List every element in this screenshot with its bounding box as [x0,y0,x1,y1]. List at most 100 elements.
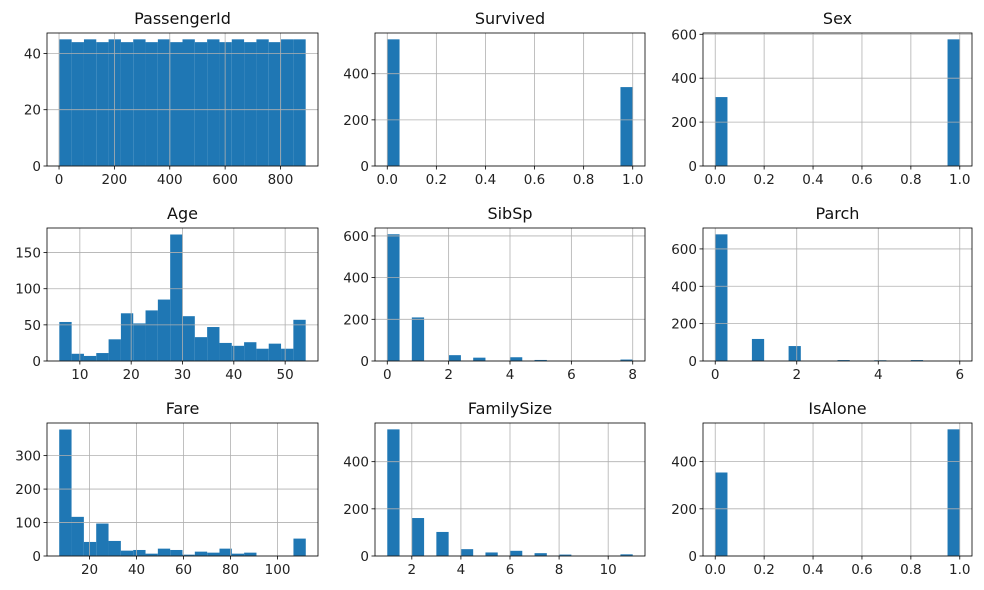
histogram-bar [157,548,171,556]
histogram-bar [947,39,960,167]
histogram-bar [145,42,158,166]
y-tick-label: 400 [671,455,697,471]
histogram-bar [751,338,765,361]
histogram-bar [207,39,220,167]
histogram-panel-sex: 0.0 0.2 0.4 0.6 0.8 1.0 0 200 400 600 Sex [671,9,973,188]
axes-frame [702,32,973,167]
x-tick-label: 0.2 [426,172,447,188]
histogram-bar [133,323,146,361]
axes-frame [46,422,319,557]
histogram-bar [473,357,486,361]
panel-title: SibSp [487,204,532,223]
histogram-bar [534,359,547,361]
panel-title: FamilySize [468,399,552,418]
histogram-bar [83,541,97,556]
y-tick-label: 200 [343,312,369,328]
histogram-bar [788,346,801,361]
histogram-bar [837,360,850,361]
histogram-bar [947,429,960,556]
histogram-bar [133,39,146,167]
x-tick-label: 10 [71,367,88,383]
axes-frame [702,227,973,362]
histogram-bar [96,353,109,361]
histogram-bar [182,316,195,361]
y-tick-label: 200 [671,502,697,518]
x-tick-label: 0 [711,367,720,383]
panel-title: Survived [475,9,545,28]
x-tick-label: 0.6 [851,562,872,578]
histogram-bar [71,353,84,361]
y-tick-label: 0 [360,159,369,175]
y-tick-label: 0 [32,159,41,175]
y-tick-label: 0 [32,549,41,565]
x-tick-label: 1.0 [949,172,970,188]
histogram-bar [170,42,183,166]
histogram-panel-passengerid: 0 200 400 600 800 0 20 40 PassengerId [24,9,319,188]
x-tick-label: 1.0 [622,172,643,188]
y-tick-label: 40 [24,46,41,62]
x-tick-label: 0.6 [524,172,545,188]
histogram-bar [145,310,158,361]
histogram-bar [244,552,257,556]
histogram-bar [268,343,282,361]
histogram-bar [194,551,208,556]
y-tick-label: 200 [15,482,41,498]
histogram-bar [83,355,97,361]
histogram-bar [387,429,400,556]
x-tick-label: 50 [277,367,294,383]
histogram-panel-sibsp: 0 2 4 6 8 0 200 400 600 SibSp [343,204,646,383]
panel-title: Age [167,204,198,223]
x-tick-label: 0.2 [753,172,774,188]
histogram-panel-isalone: 0.0 0.2 0.4 0.6 0.8 1.0 0 200 400 IsAlone [671,399,973,578]
x-tick-label: 0.2 [753,562,774,578]
y-tick-label: 100 [15,516,41,532]
y-tick-label: 0 [688,549,697,565]
x-tick-label: 600 [212,172,238,188]
y-tick-label: 600 [343,229,369,245]
y-tick-label: 400 [343,455,369,471]
histogram-bar [293,538,306,556]
x-tick-label: 0.8 [900,172,921,188]
x-tick-label: 1.0 [949,562,970,578]
histogram-bar [281,39,294,167]
histogram-bar [436,531,449,556]
histogram-bar [620,87,633,166]
axes-frame [374,32,646,167]
x-tick-label: 0.8 [900,562,921,578]
axes-frame [46,32,319,167]
histogram-bar [71,516,84,556]
y-tick-label: 150 [15,246,41,262]
y-tick-label: 0 [688,354,697,370]
histogram-bar [194,337,208,361]
y-tick-label: 20 [24,103,41,119]
y-tick-label: 0 [360,549,369,565]
histogram-bar [59,429,72,556]
histogram-bar [411,317,425,361]
histogram-bar [448,355,461,361]
x-tick-label: 8 [628,367,637,383]
histogram-bar [96,42,109,166]
axes-frame [702,422,973,557]
y-tick-label: 400 [343,271,369,287]
panel-title: IsAlone [808,399,866,418]
y-tick-label: 0 [360,354,369,370]
histogram-bar [293,39,306,167]
histogram-bar [559,554,572,556]
histogram-bar [120,550,134,556]
histogram-bar [170,549,183,556]
x-tick-label: 0.0 [377,172,398,188]
histogram-bar [244,42,257,166]
histogram-bar [157,299,171,361]
histogram-bar [133,549,146,556]
histogram-bar [231,553,245,556]
histogram-panel-survived: 0.0 0.2 0.4 0.6 0.8 1.0 0 200 400 Survived [343,9,646,188]
x-tick-label: 0.4 [802,172,823,188]
histogram-bar [59,321,72,361]
histogram-bar [71,42,84,166]
histogram-bar [194,42,208,166]
y-tick-label: 600 [671,242,697,258]
histogram-bar [387,234,400,361]
x-tick-label: 8 [555,562,564,578]
y-tick-label: 200 [343,113,369,129]
